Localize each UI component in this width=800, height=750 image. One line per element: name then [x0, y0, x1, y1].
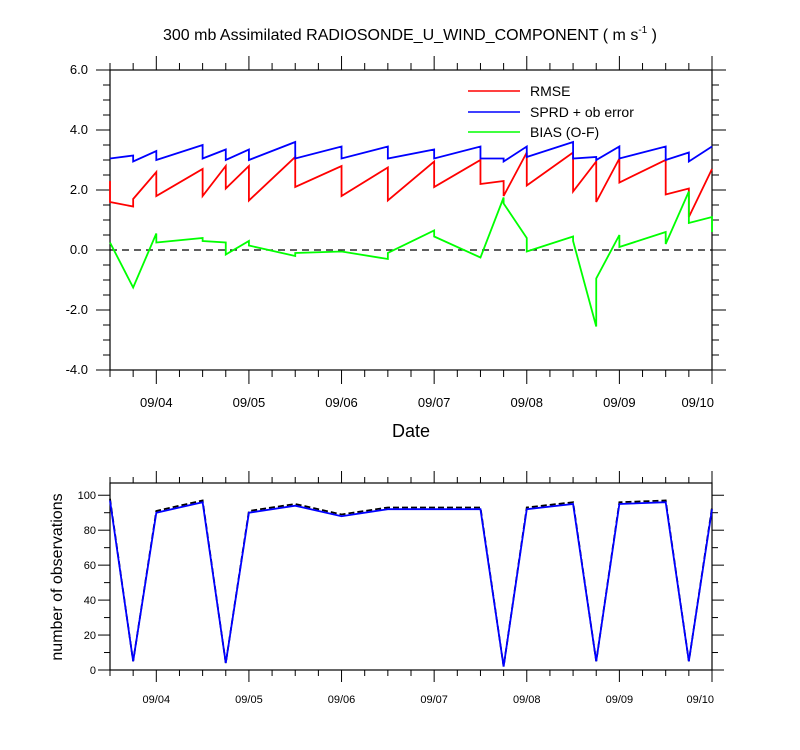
series-line-bias-o-f: [109, 191, 713, 327]
y-tick-label: 20: [84, 630, 96, 642]
y-tick-label: -2.0: [66, 302, 88, 317]
y-tick-label: 100: [78, 490, 96, 502]
bottom-panel-frame: [109, 482, 713, 671]
y-tick-label: 0.0: [70, 242, 88, 257]
top-panel: 09/04 09/05 09/06 09/07 09/08 09/09 09/10 -4.0…: [66, 56, 726, 441]
y-tick-label: 80: [84, 525, 96, 537]
series-line-rmse: [109, 150, 713, 218]
y-tick-label: 4.0: [70, 122, 88, 137]
x-tick-label: 09/06: [325, 395, 358, 410]
chart-title: 300 mb Assimilated RADIOSONDE_U_WIND_COM…: [163, 25, 657, 44]
x-axis-label: Date: [392, 421, 430, 441]
bottom-panel: 09/04 09/05 09/06 09/07 09/08 09/09 09/10 0 20 4…: [49, 471, 724, 706]
series-line-possible: [109, 498, 713, 667]
legend: RMSE SPRD + ob error BIAS (O-F): [468, 83, 634, 140]
y-axis-label-observations: number of observations: [49, 493, 66, 660]
chart-title-superscript: -1: [638, 25, 647, 36]
legend-label-rmse: RMSE: [530, 83, 570, 99]
x-tick-label: 09/10: [686, 694, 714, 706]
x-tick-label: 09/06: [328, 694, 356, 706]
series-line-sprd-ob-error: [109, 140, 713, 164]
x-tick-label: 09/08: [510, 395, 543, 410]
y-tick-label: -4.0: [66, 362, 88, 377]
x-tick-label: 09/05: [235, 694, 263, 706]
y-tick-label: 60: [84, 560, 96, 572]
y-tick-label: 2.0: [70, 182, 88, 197]
x-tick-label: 09/07: [420, 694, 448, 706]
x-tick-label: 09/04: [140, 395, 173, 410]
x-tick-label: 09/10: [681, 395, 714, 410]
chart-title-main: 300 mb Assimilated RADIOSONDE_U_WIND_COM…: [163, 27, 638, 44]
y-tick-label: 0: [90, 665, 96, 677]
series-line-used: [109, 500, 713, 667]
x-tick-label: 09/08: [513, 694, 541, 706]
x-tick-label: 09/07: [418, 395, 451, 410]
y-tick-label: 6.0: [70, 62, 88, 77]
legend-label-bias: BIAS (O-F): [530, 124, 599, 140]
chart-title-suffix: ): [647, 27, 657, 44]
legend-label-sprd: SPRD + ob error: [530, 104, 634, 120]
y-tick-label: 40: [84, 595, 96, 607]
x-tick-label: 09/09: [603, 395, 636, 410]
x-tick-label: 09/04: [143, 694, 171, 706]
x-tick-label: 09/05: [233, 395, 266, 410]
x-tick-label: 09/09: [606, 694, 634, 706]
